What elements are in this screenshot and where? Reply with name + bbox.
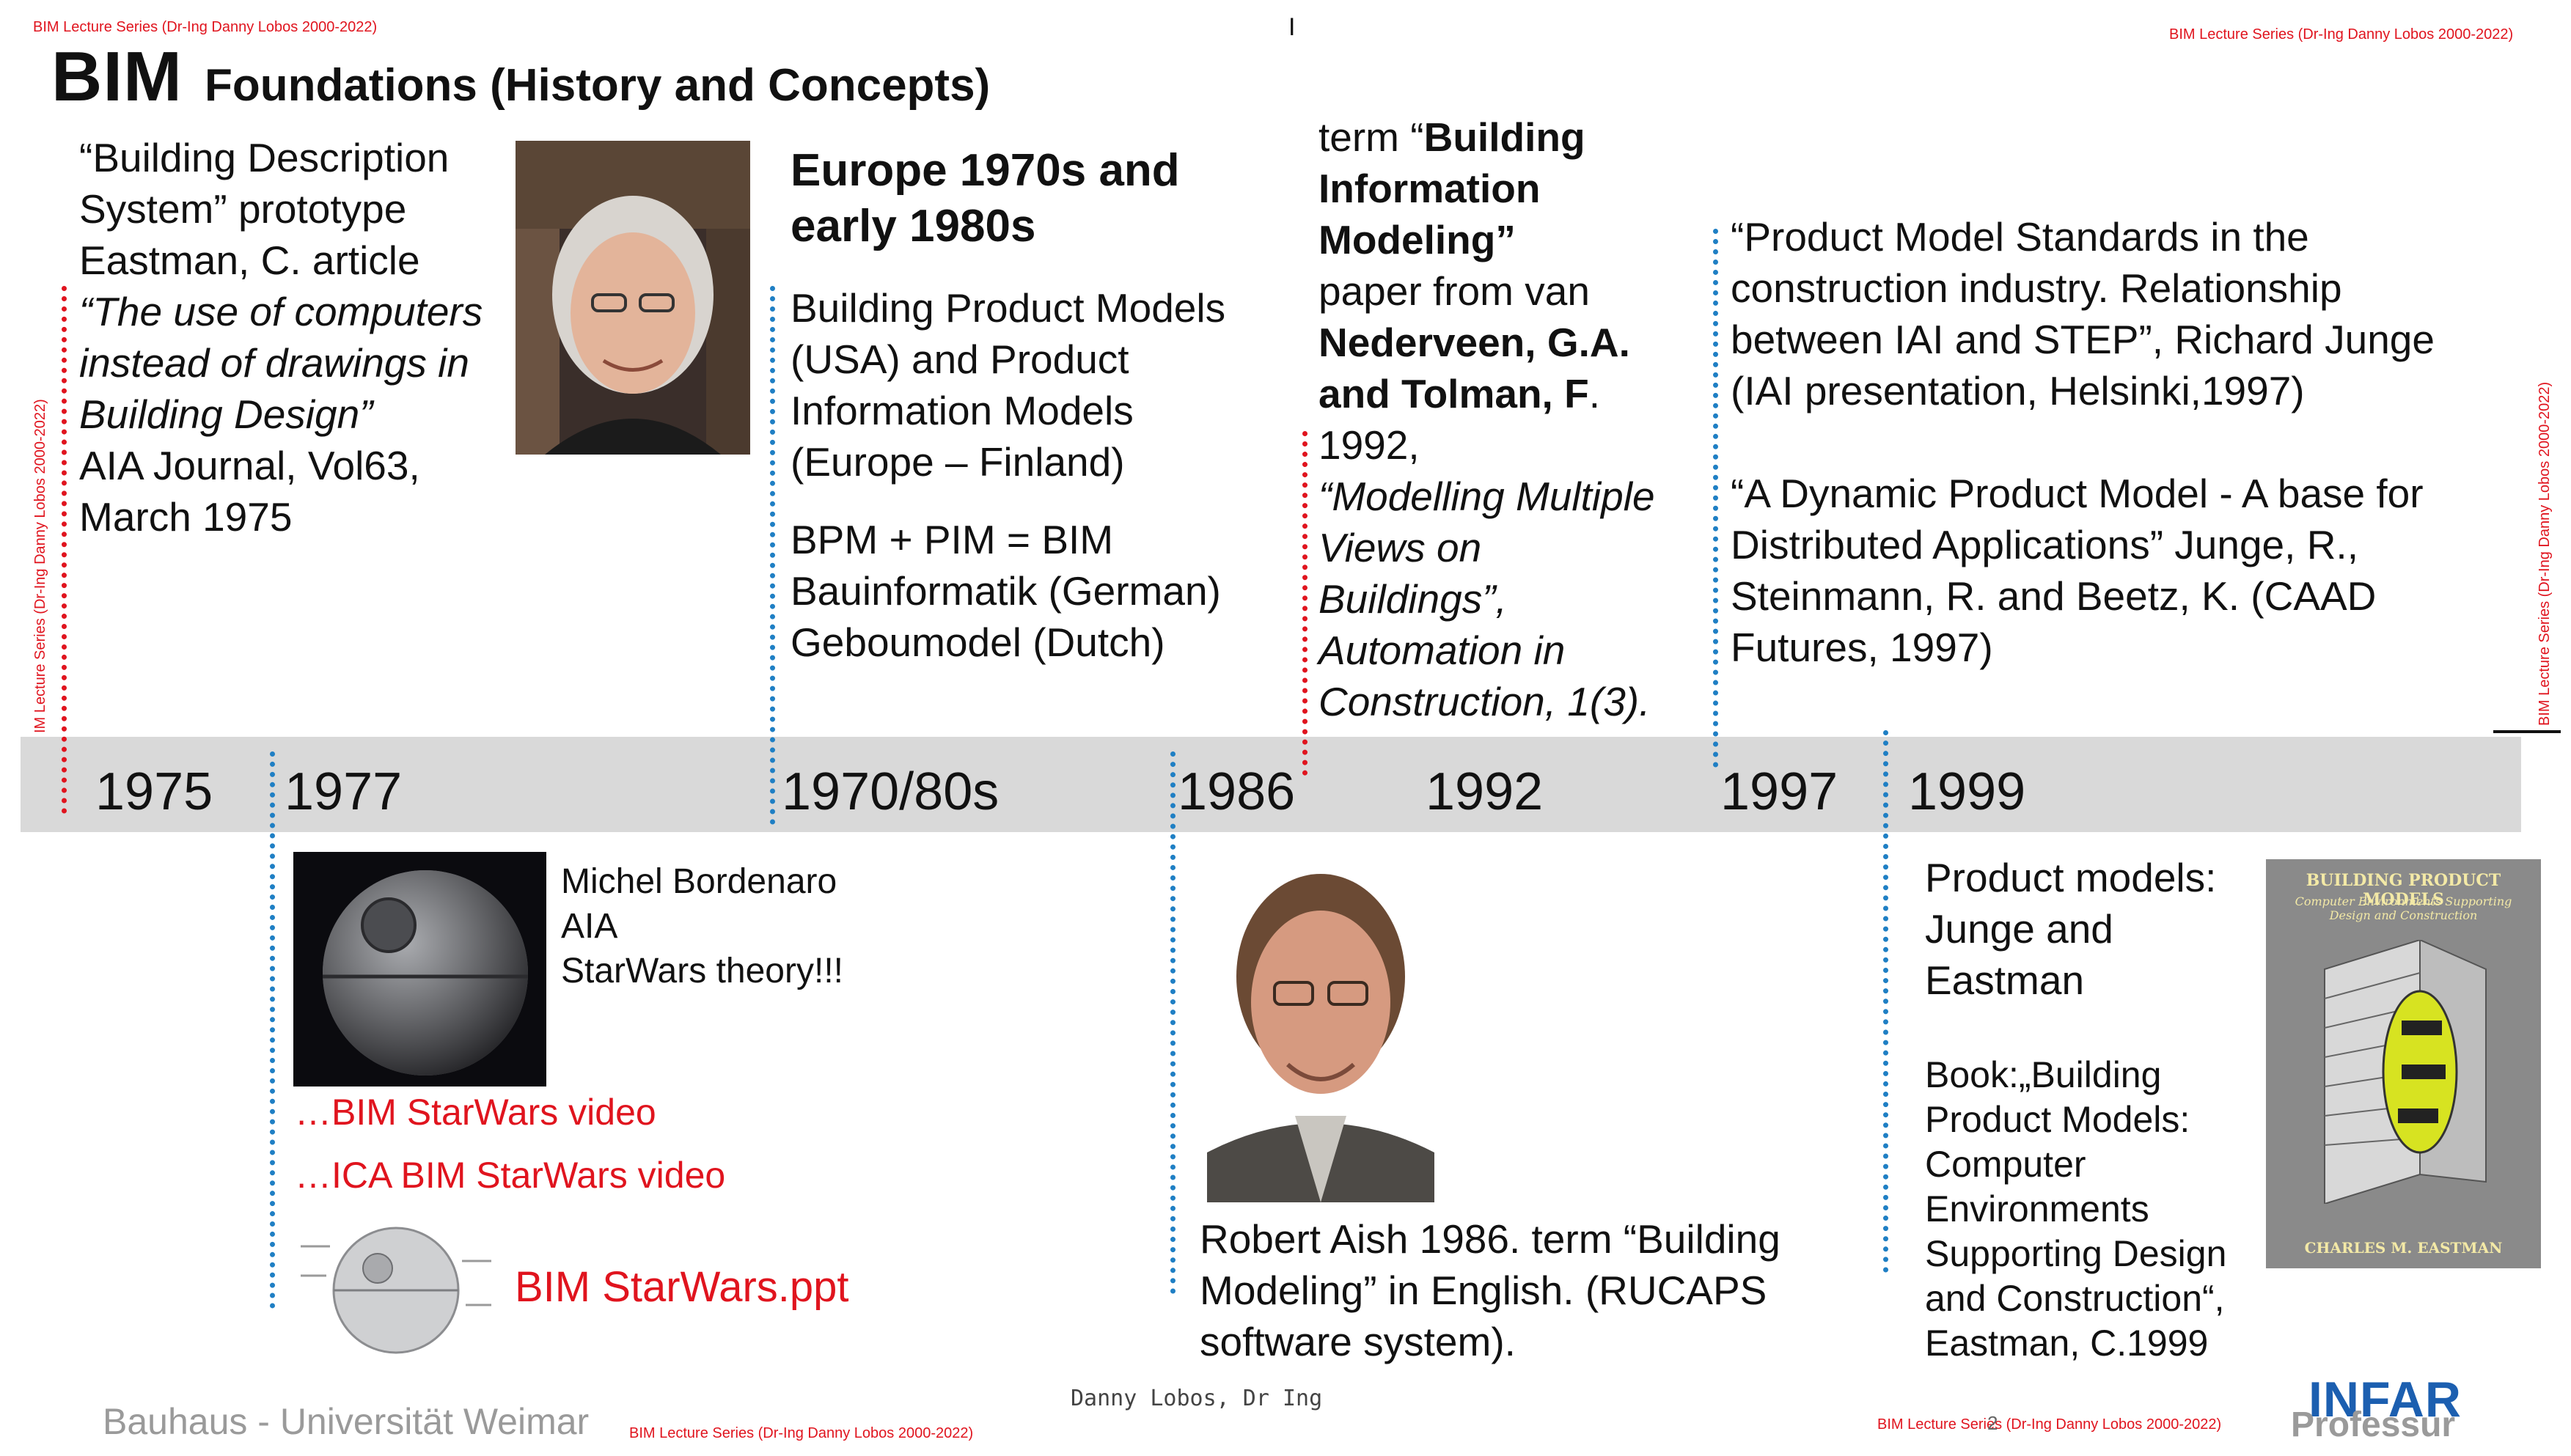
- col-1997-p2: “A Dynamic Product Model - A base for Di…: [1731, 471, 2424, 670]
- col-1970-text: Europe 1970s and early 1980s Building Pr…: [791, 143, 1318, 668]
- col-1970-bim: BPM + PIM = BIM Bauinformatik (German) G…: [791, 517, 1221, 665]
- col-1975-line3: Eastman, C. article: [79, 238, 420, 283]
- series-label-top-right: BIM Lecture Series (Dr-Ing Danny Lobos 2…: [2169, 26, 2514, 43]
- corner-rule: [2493, 730, 2561, 733]
- slide-title-main: BIM: [51, 37, 183, 116]
- infar-logo-sub: Professur: [2291, 1405, 2456, 1444]
- col-1992-authors: Nederveen, G.A. and Tolman, F: [1318, 320, 1630, 416]
- col-1992-year: 1992,: [1318, 422, 1420, 468]
- col-1992-term: term “: [1318, 114, 1424, 160]
- col-1975-line1: “Building Description: [79, 135, 450, 180]
- col-1975-text: “Building Description System” prototype …: [79, 132, 519, 543]
- year-1992: 1992: [1426, 762, 1544, 821]
- col-1975-article-title: “The use of computers instead of drawing…: [79, 289, 483, 437]
- text-cursor: I: [1288, 13, 1296, 41]
- col-1986-caption: Robert Aish 1986. term “Building Modelin…: [1200, 1216, 1780, 1364]
- col-1992-article: “Modelling Multiple Views on Buildings”,…: [1318, 474, 1655, 724]
- marker-1975: [62, 286, 67, 814]
- footer-series-center: BIM Lecture Series (Dr-Ing Danny Lobos 2…: [629, 1425, 974, 1441]
- link-ica-bim-starwars-video[interactable]: …ICA BIM StarWars video: [295, 1155, 726, 1196]
- series-label-vertical-right: BIM Lecture Series (Dr-Ing Danny Lobos 2…: [2537, 381, 2553, 726]
- eastman-photo: [516, 141, 750, 455]
- col-1970-models: Building Product Models (USA) and Produc…: [791, 285, 1226, 485]
- col-1975-line2: System” prototype: [79, 186, 407, 232]
- ppt-thumbnail-icon[interactable]: [297, 1217, 495, 1356]
- link-bim-starwars-ppt[interactable]: BIM StarWars.ppt: [515, 1263, 849, 1311]
- year-1975: 1975: [95, 762, 213, 821]
- col-1997-text: “Product Model Standards in the construc…: [1731, 211, 2508, 673]
- col-1997-p1: “Product Model Standards in the construc…: [1731, 214, 2435, 413]
- link-bim-starwars-video[interactable]: …BIM StarWars video: [295, 1092, 656, 1133]
- col-1999-heading: Product models: Junge and Eastman: [1925, 855, 2217, 1003]
- timeline-band: [21, 737, 2521, 832]
- page-number: 2: [1987, 1412, 1998, 1434]
- marker-1992: [1302, 431, 1307, 776]
- year-1986: 1986: [1178, 762, 1296, 821]
- book-cover-author: CHARLES M. EASTMAN: [2304, 1239, 2503, 1257]
- death-star-image: [293, 852, 546, 1087]
- footer-series-right: BIM Lecture Series (Dr-Ing Danny Lobos 2…: [1877, 1416, 2222, 1433]
- series-label-vertical-left: IM Lecture Series (Dr-Ing Danny Lobos 20…: [32, 399, 48, 733]
- col-1992-paper: paper from van: [1318, 268, 1590, 314]
- col-1975-journal: AIA Journal, Vol63, March 1975: [79, 443, 420, 540]
- year-1977: 1977: [285, 762, 403, 821]
- marker-1970s: [770, 286, 775, 825]
- year-1999: 1999: [1908, 762, 2026, 821]
- slide-title-sub: Foundations (History and Concepts): [204, 60, 991, 111]
- aish-photo: [1207, 852, 1434, 1202]
- col-1970-heading: Europe 1970s and early 1980s: [791, 145, 1180, 251]
- marker-1997: [1713, 229, 1718, 768]
- book-cover-subtitle: Computer Environments Supporting Design …: [2295, 894, 2512, 922]
- col-1992-dot: .: [1588, 371, 1600, 416]
- book-cover-title: BUILDING PRODUCT MODELS: [2306, 871, 2501, 909]
- col-1992-bold-term: Building Information Modeling”: [1318, 114, 1585, 262]
- marker-1986: [1170, 751, 1176, 1294]
- infar-logo: INFAR: [2308, 1372, 2462, 1427]
- footer-author: Danny Lobos, Dr Ing: [1071, 1386, 1323, 1411]
- col-1992-text: term “Building Information Modeling” pap…: [1318, 111, 1700, 727]
- series-label-top-left: BIM Lecture Series (Dr-Ing Danny Lobos 2…: [33, 19, 378, 35]
- eastman-book-cover: BUILDING PRODUCT MODELS Computer Environ…: [2266, 859, 2541, 1268]
- footer-university: Bauhaus - Universität Weimar: [103, 1401, 590, 1442]
- year-1997: 1997: [1720, 762, 1838, 821]
- year-1970s: 1970/80s: [782, 762, 1000, 821]
- marker-1977: [270, 751, 275, 1309]
- col-1999-book: Book:„Building Product Models: Computer …: [1925, 1054, 2227, 1364]
- marker-1999: [1883, 730, 1888, 1273]
- col-1977-caption: Michel Bordenaro AIA StarWars theory!!!: [561, 862, 843, 990]
- slide-title: BIM Foundations (History and Concepts): [51, 37, 990, 117]
